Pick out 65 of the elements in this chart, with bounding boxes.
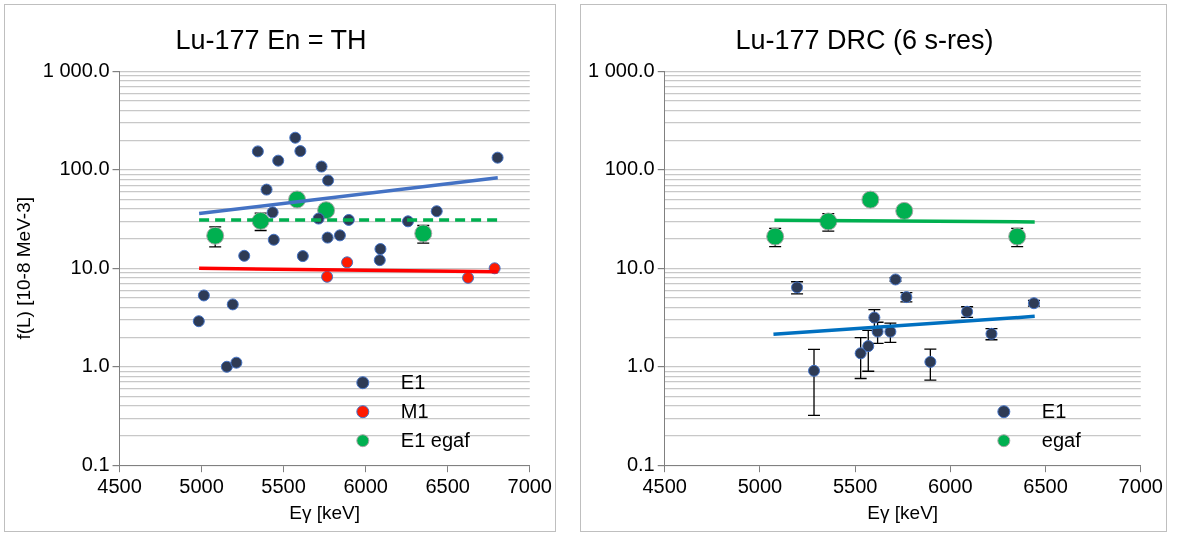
x-tick-label: 5500 [261, 474, 306, 497]
legend-label: E1 [1041, 400, 1067, 423]
y-tick-label: 1 000.0 [587, 58, 655, 81]
y-tick-label: 1.0 [81, 354, 110, 377]
legend-label: egaf [1041, 429, 1082, 452]
y-tick-label: 0.1 [626, 452, 655, 475]
point [260, 183, 273, 196]
y-tick-label: 0.1 [81, 452, 110, 475]
point [272, 154, 285, 167]
point [924, 355, 937, 368]
y-axis-title: f(L) [10-8 MeV-3] [12, 197, 34, 340]
chart-title: Lu-177 En = TH [175, 24, 367, 55]
point [321, 231, 334, 244]
point [808, 364, 821, 377]
point [315, 160, 328, 173]
x-tick-label: 6500 [1023, 474, 1068, 497]
point [491, 151, 504, 164]
point [321, 270, 334, 283]
y-tick-label: 1.0 [626, 354, 655, 377]
point [226, 298, 239, 311]
point [854, 347, 867, 360]
legend-label: E1 [400, 371, 426, 394]
point [322, 174, 335, 187]
legend-label: M1 [400, 400, 429, 423]
point [317, 201, 336, 220]
point [374, 243, 387, 256]
point [862, 340, 875, 353]
point [296, 250, 309, 263]
point [220, 360, 233, 373]
point [197, 289, 210, 302]
chart-title: Lu-177 DRC (6 s-res) [735, 24, 994, 55]
y-tick-label: 100.0 [59, 157, 110, 180]
x-tick-label: 4500 [642, 474, 687, 497]
point [373, 254, 386, 267]
x-tick-label: 6000 [928, 474, 973, 497]
point [868, 311, 881, 324]
x-tick-label: 5500 [832, 474, 878, 497]
point [895, 201, 914, 220]
point [267, 233, 280, 246]
point [289, 131, 302, 144]
x-tick-label: 7000 [1118, 474, 1163, 497]
x-tick-label: 7000 [507, 474, 552, 497]
point [294, 145, 307, 158]
x-tick-label: 5000 [179, 474, 224, 497]
y-tick-label: 10.0 [70, 255, 110, 278]
point [266, 206, 279, 219]
x-tick-label: 6500 [425, 474, 470, 497]
x-axis-title: Eγ [keV] [289, 501, 361, 523]
y-tick-label: 10.0 [615, 255, 655, 278]
point [251, 145, 264, 158]
point [230, 356, 243, 369]
x-tick-label: 6000 [343, 474, 388, 497]
point [430, 205, 443, 218]
point [341, 256, 354, 269]
y-tick-label: 1 000.0 [42, 58, 110, 81]
point [861, 190, 880, 209]
x-tick-label: 5000 [737, 474, 783, 497]
x-axis-title: Eγ [keV] [867, 501, 939, 523]
y-tick-label: 100.0 [604, 157, 655, 180]
legend-label: E1 egaf [400, 429, 471, 452]
point [238, 249, 251, 262]
point [192, 315, 205, 328]
point [889, 273, 902, 286]
x-tick-label: 4500 [97, 474, 142, 497]
point [333, 229, 346, 242]
